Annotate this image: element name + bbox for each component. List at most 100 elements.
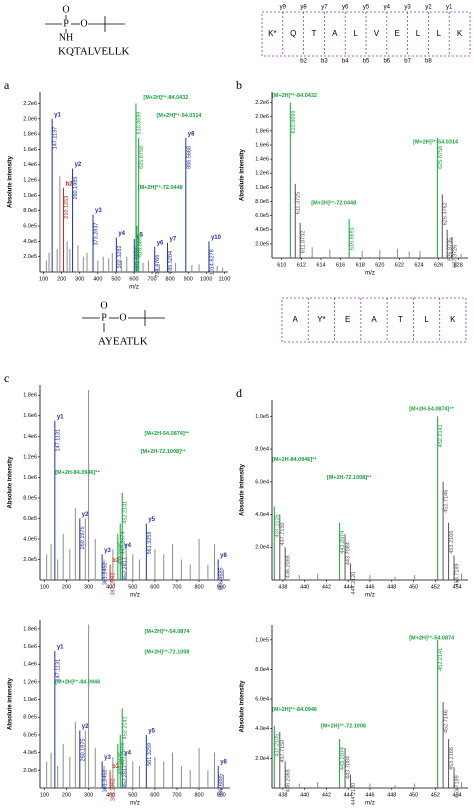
atom: O: [100, 300, 107, 311]
residue: T: [312, 29, 317, 38]
x-tick-label: 900: [217, 792, 226, 798]
x-tick-label: 100: [40, 584, 49, 590]
x-tick-label: 446: [365, 584, 374, 590]
structure-1: [45, 15, 125, 33]
residue: L: [353, 29, 358, 38]
residue: L: [416, 29, 421, 38]
x-tick-label: 900: [184, 276, 193, 282]
y-tick-label: 8.0e5: [23, 208, 37, 214]
x-tick-label: 700: [147, 276, 156, 282]
peak-label: 611.8732: [301, 231, 307, 254]
fragment-label: b2: [300, 59, 307, 65]
ion-label: y8: [220, 553, 227, 559]
ion-label: y2: [82, 724, 89, 730]
peak-label: 453.7189: [455, 775, 461, 798]
x-tick-label: 444: [344, 792, 353, 798]
annotation: [M+2H]²⁺-84.0946: [272, 706, 317, 713]
peak-label: 147.1131: [55, 659, 61, 682]
peak-label: 147.1131: [55, 429, 61, 452]
ion-label: y5: [148, 517, 155, 523]
annotation: [M+2H]²⁺-72.0448: [311, 200, 356, 207]
residue: L: [424, 315, 429, 324]
peak-label: 452.2141: [123, 716, 129, 739]
y-tick-label: 4.0e5: [255, 227, 269, 233]
y-tick-label: 8.0e5: [23, 495, 37, 501]
y-tick-label: 2.2e6: [23, 101, 37, 107]
fragment-label: y7: [321, 5, 328, 11]
annotation: [M+2H-72.1008]²⁺: [141, 448, 186, 455]
ion-label: y4: [118, 231, 125, 237]
peak-label: 147.1137: [53, 127, 59, 150]
y-tick-label: 2.0e5: [255, 241, 269, 247]
x-axis-title: m/z: [365, 593, 375, 599]
peak-label: 785.5204: [168, 251, 174, 274]
y-tick-label: 8.0e5: [255, 199, 269, 205]
annotation: [M+2H]²⁺-72.0448: [138, 184, 183, 191]
fragment-label: b3: [321, 59, 328, 65]
x-tick-label: 616: [336, 262, 345, 268]
y-tick-label: 2.0e6: [23, 116, 37, 122]
fragment-label: b5: [363, 59, 370, 65]
fragment-label: y3: [404, 5, 411, 11]
peak-label: 453.2166: [449, 747, 455, 770]
y-tick-label: 1.0e5: [255, 637, 269, 643]
y-tick-label: 6.0e4: [255, 479, 269, 485]
peak-label: 361.2452: [103, 769, 109, 792]
ion-label: y10: [211, 235, 222, 241]
annotation: [M+2H]²⁺-72.1008: [321, 723, 366, 730]
ion-label: y4: [124, 751, 131, 757]
y-tick-label: 1.6e6: [23, 644, 37, 650]
x-tick-label: 200: [62, 584, 71, 590]
peak-label: 452.2817: [123, 557, 129, 580]
residue: T: [398, 315, 403, 324]
y-tick-label: 1.4e6: [23, 434, 37, 440]
peak-label: 443.7084: [346, 756, 352, 779]
peak-label: 437.7150: [280, 740, 286, 763]
peak-label: 397.2092: [111, 778, 117, 801]
y-tick-label: 1.4e6: [255, 157, 269, 163]
peak-label: 432.2105: [118, 542, 124, 565]
peak-label: 443.2074: [340, 747, 346, 770]
peak-label: 397.2092: [111, 573, 117, 596]
x-tick-label: 450: [409, 792, 418, 798]
y-tick-label: 2.0e4: [255, 756, 269, 762]
y-tick-label: 1.2e6: [255, 171, 269, 177]
y-tick-label: 4.0e4: [255, 726, 269, 732]
peak-label: 610.8699: [291, 111, 297, 134]
x-tick-label: 100: [40, 792, 49, 798]
y-tick-label: 4.0e5: [23, 536, 37, 542]
fragment-label: y5: [363, 5, 370, 11]
peak-label: 452.7146: [444, 490, 450, 513]
y-tick-label: 6.0e5: [23, 223, 37, 229]
y-tick-label: 1.8e6: [23, 626, 37, 632]
residue: Y*: [317, 315, 325, 324]
atom: NH: [59, 32, 73, 43]
y-tick-label: 2.2e6: [255, 100, 269, 106]
y-tick-label: 2.0e5: [23, 768, 37, 774]
annotation: [M+2H-72.1008]²⁺: [327, 474, 372, 481]
peak-label: 437.2105: [275, 734, 281, 757]
x-tick-label: 200: [57, 276, 66, 282]
peak-label: 452.7146: [444, 710, 450, 733]
ion-label: y2: [82, 512, 89, 518]
peak-label: 610.8699: [136, 111, 142, 134]
atom: P: [101, 312, 107, 323]
y-tick-label: 6.0e5: [23, 732, 37, 738]
peak-label: 886.6885: [219, 774, 225, 797]
y-tick-label: 1.0e6: [23, 697, 37, 703]
y-tick-label: 1.2e6: [23, 454, 37, 460]
y-tick-label: 1.6e6: [23, 147, 37, 153]
ion-label: y2: [75, 162, 82, 168]
y-axis-title: Absolute intensity: [240, 680, 246, 733]
x-axis-title: m/z: [365, 801, 375, 807]
peak-label: 452.2817: [123, 765, 129, 788]
y-axis-title: Absolute intensity: [8, 155, 14, 208]
panel-label: b: [236, 78, 242, 92]
ion-label: y8: [188, 132, 195, 138]
ion-label: y8: [220, 759, 227, 765]
fragment-label: y1: [446, 5, 453, 11]
peak-label: 1014.6278: [209, 249, 215, 275]
x-tick-label: 440: [300, 584, 309, 590]
ion-label: y3: [104, 755, 111, 761]
atom: O: [119, 312, 126, 323]
